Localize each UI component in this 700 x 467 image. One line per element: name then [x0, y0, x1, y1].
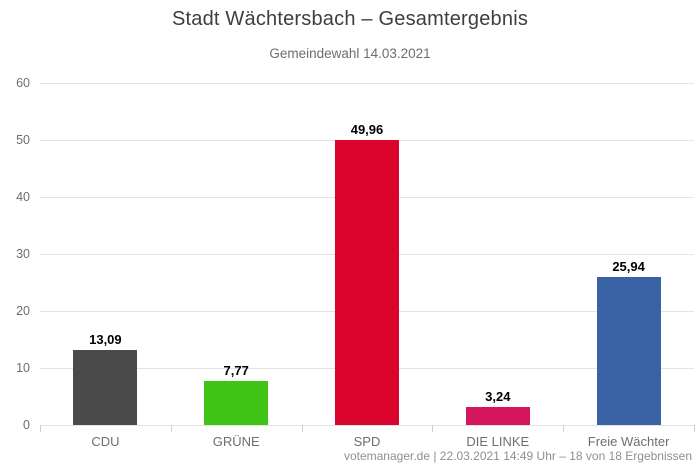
y-axis-tick-label: 50 [16, 133, 30, 147]
y-axis-tick-label: 60 [16, 76, 30, 90]
y-axis-tick-label: 40 [16, 190, 30, 204]
bar-die-linke[interactable] [465, 406, 530, 425]
bar-value-label-freie-wächter: 25,94 [612, 259, 645, 275]
y-axis-tick-label: 20 [16, 304, 30, 318]
gridline-y-0 [40, 425, 694, 426]
x-axis-tick [694, 425, 695, 432]
bar-value-label-grüne: 7,77 [223, 362, 249, 378]
gridline-y-60 [40, 83, 694, 84]
x-axis-tick [40, 425, 41, 432]
y-axis-tick-label: 30 [16, 247, 30, 261]
x-axis-category-label-spd: SPD [353, 434, 381, 449]
y-axis-tick-label: 10 [16, 361, 30, 375]
bar-spd[interactable] [335, 140, 399, 425]
source-attribution: votemanager.de | 22.03.2021 14:49 Uhr – … [343, 449, 692, 463]
x-axis-category-label-die-linke: DIE LINKE [466, 434, 530, 449]
bar-value-label-spd: 49,96 [350, 122, 384, 138]
x-axis-tick [563, 425, 565, 432]
x-axis-category-label-cdu: CDU [91, 434, 120, 449]
bar-value-label-cdu: 13,09 [89, 332, 122, 348]
bar-value-label-die-linke: 3,24 [485, 388, 511, 404]
chart-subtitle: Gemeindewahl 14.03.2021 [269, 46, 431, 61]
x-axis-tick [170, 425, 172, 432]
x-axis-tick [432, 425, 434, 432]
bar-freie-wächter[interactable] [596, 277, 661, 425]
x-axis-category-label-grüne: GRÜNE [212, 434, 260, 449]
bar-grüne[interactable] [204, 380, 269, 425]
bar-cdu[interactable] [73, 350, 138, 425]
y-axis-tick-label: 0 [23, 418, 30, 432]
x-axis-tick [301, 425, 303, 432]
chart-title: Stadt Wächtersbach – Gesamtergebnis [171, 8, 529, 30]
x-axis-category-label-freie-wächter: Freie Wächter [587, 434, 670, 449]
